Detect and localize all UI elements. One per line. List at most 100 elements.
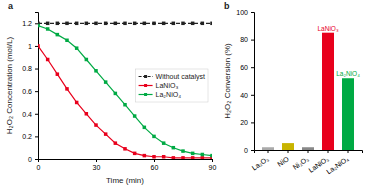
series-marker [143,154,147,158]
x-axis-tick-mark [328,150,329,153]
series-marker [201,153,205,157]
x-axis-tick: La₂O₃ [251,150,271,172]
series-marker [191,156,195,159]
x-axis-tick-label: 0 [37,164,41,171]
legend-marker [144,93,147,96]
series-marker [94,123,98,127]
y-axis-tick-mark [35,46,38,47]
y-axis-tick-label: 20 [240,119,248,126]
series-marker [38,24,40,28]
y-axis-tick: 0.2 [22,133,38,140]
y-axis-tick: 0.6 [22,88,38,95]
series-marker [162,155,166,159]
series-marker [114,92,118,96]
series-marker [210,154,212,158]
y-axis-tick: 80 [240,36,254,43]
y-axis-tick-label: 0 [28,156,32,163]
x-axis-line [39,160,213,163]
legend-item: La₂NiO₄ [139,91,182,98]
y-axis-tick-mark [251,122,254,123]
y-axis: 0 0.2 0.4 0.6 0.8 1 1.2 [22,13,38,163]
series-marker [191,152,195,156]
series-marker [114,22,118,26]
series-line [38,46,212,158]
y-axis-tick-mark [35,136,38,137]
y-axis-tick-mark [35,114,38,115]
series-marker [104,22,108,26]
legend-swatch [139,76,153,77]
y-axis-tick-mark [35,159,38,160]
series-marker [123,103,127,107]
series-marker [172,22,176,26]
series-marker [201,22,205,26]
x-axis-tick-mark [348,150,349,153]
y-axis-title: H₂O₂ Concentration (mol/L) [5,36,14,134]
series-marker [65,39,69,43]
series-marker [94,69,98,73]
x-axis-tick-label: 90 [209,164,217,171]
y-axis-tick-label: 1.2 [22,20,32,27]
x-axis-tick: 0 [37,159,41,171]
series-marker [162,22,166,26]
series-marker [104,132,108,136]
bar [302,147,314,150]
series-marker [210,22,212,26]
y-axis-tick-label: 0.2 [22,133,32,140]
legend-swatch [139,94,153,95]
x-axis-tick: 90 [209,159,217,171]
y-axis-tick-mark [251,150,254,151]
series-marker [181,149,185,153]
y-axis-line [251,13,255,151]
legend-box [136,69,208,102]
x-axis-tick-label: NiO [276,155,290,168]
series-marker [152,155,156,159]
series-marker [56,33,60,37]
series-marker [172,156,176,159]
bar [342,78,354,150]
series-marker [201,156,205,159]
y-axis-tick-label: 60 [240,64,248,71]
line-chart: 030609000.20.40.60.811.2Time (min)H₂O₂ C… [5,1,216,185]
y-axis-tick: 100 [236,9,254,16]
series-marker [56,72,60,76]
x-axis-title: Time (min) [106,176,144,185]
series-marker [181,156,185,159]
x-axis-tick: 30 [93,159,101,171]
y-axis-tick-mark [35,23,38,24]
y-axis-tick: 0 [28,156,38,163]
series-marker [133,114,137,118]
series-marker [152,135,156,139]
series-marker [75,101,79,105]
y-axis-tick-label: 100 [236,9,248,16]
x-axis-tick-mark [96,159,97,162]
legend-label: Without catalyst [156,73,205,81]
y-axis-tick-label: 1 [28,43,32,50]
annotation: LaNiO₃ [317,25,338,32]
series-marker [104,80,108,84]
y-axis-tick-label: 80 [240,36,248,43]
y-axis: 020406080100 [236,9,254,154]
series-marker [85,112,89,116]
y-axis-tick-mark [251,12,254,13]
legend-swatch [139,85,153,86]
y-axis-tick: 0.4 [22,111,38,118]
y-axis-tick: 0 [244,147,254,154]
y-axis-tick: 60 [240,64,254,71]
bar [262,147,274,150]
y-axis-tick-label: 0.8 [22,65,32,72]
series-marker [46,27,50,31]
y-axis-tick-mark [35,91,38,92]
annotation: La₂NiO₄ [336,70,360,77]
bar [282,143,294,150]
series-marker [85,58,89,62]
legend-item: LaNiO₃ [139,82,179,89]
x-axis-tick-mark [288,150,289,153]
series-marker [123,147,127,151]
series-marker [46,22,50,26]
bar-chart: 020406080100La₂O₃NiONi₂O₃LaNiO₃La₂NiO₄H₂… [223,1,363,175]
series-marker [123,22,127,26]
bar [322,33,334,150]
y-axis-tick: 20 [240,119,254,126]
x-axis-line [255,151,363,154]
x-axis-tick-mark [268,150,269,153]
